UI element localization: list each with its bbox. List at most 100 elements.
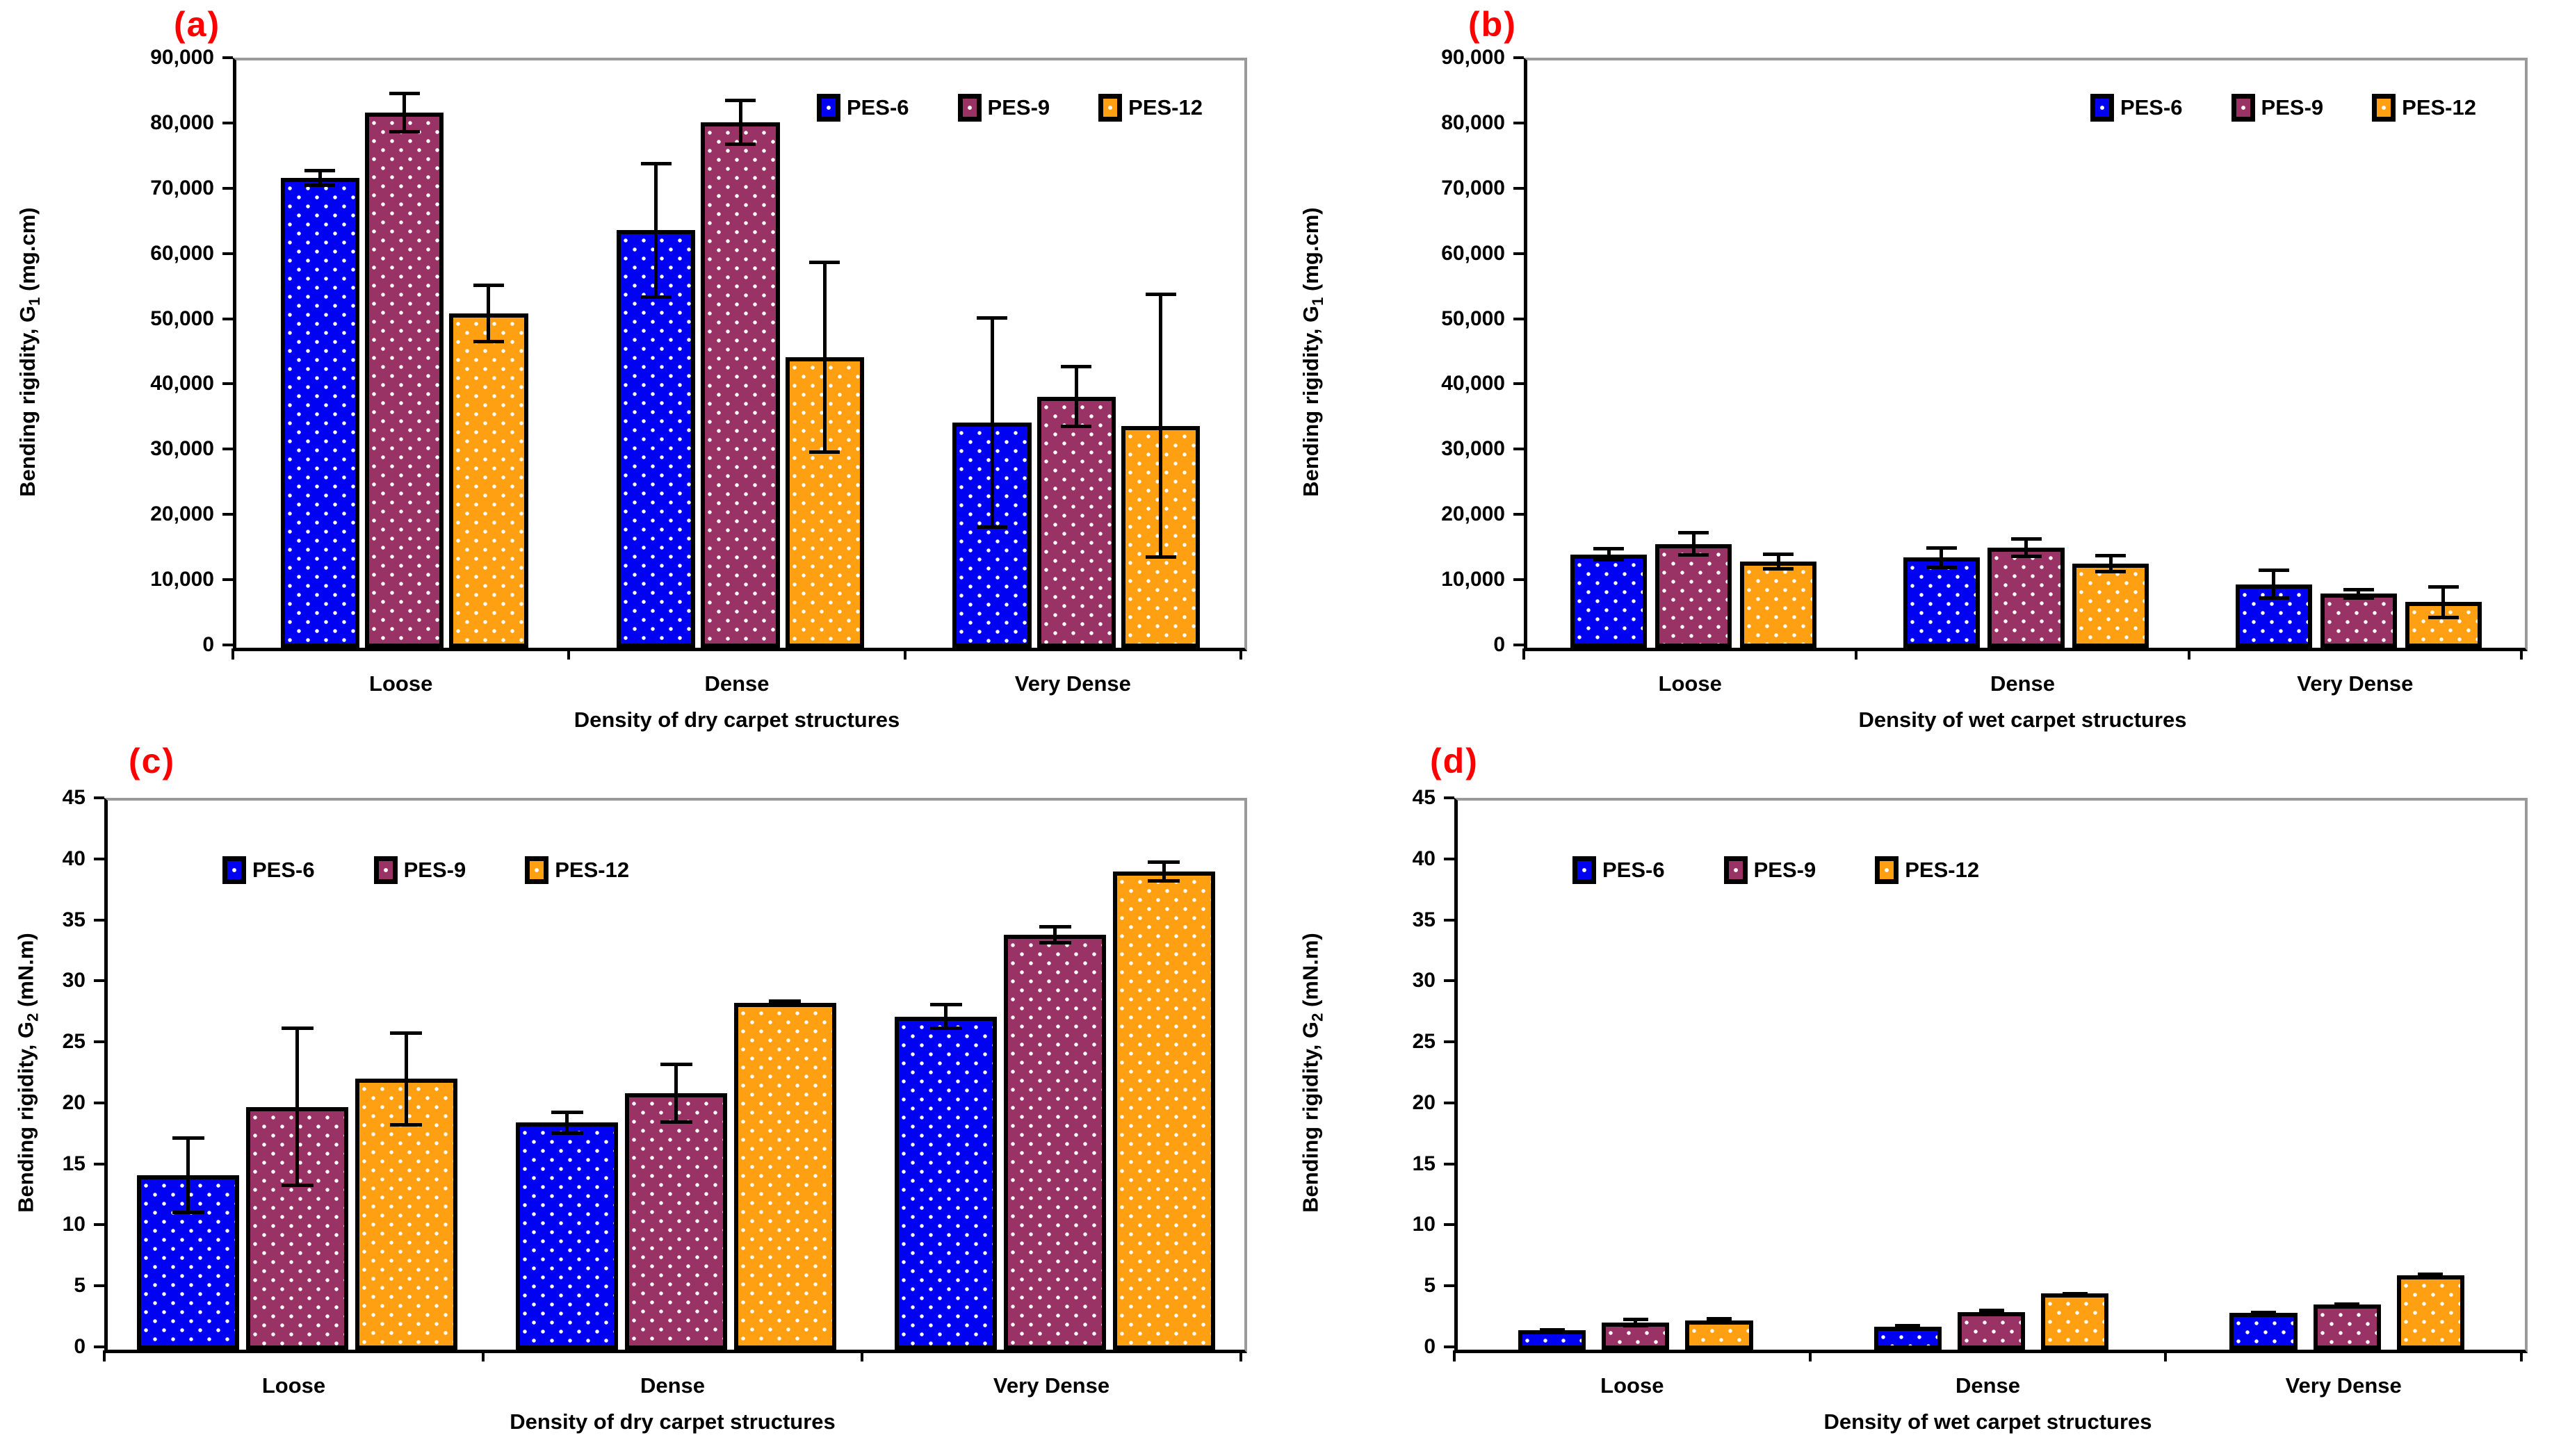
- y-tick-mark: [94, 918, 104, 922]
- error-bar: [1145, 293, 1176, 559]
- legend-label: PES-6: [252, 858, 315, 882]
- legend-item-pes-6: PES-6: [1572, 856, 1665, 884]
- error-bar: [1039, 925, 1071, 945]
- error-bar: [2343, 587, 2374, 600]
- x-category-label: Loose: [261, 1373, 326, 1398]
- y-tick-mark: [222, 513, 233, 516]
- error-bar: [1593, 547, 1625, 562]
- x-tick-mark: [1855, 648, 1858, 660]
- bar-pes-9-very-dense: [2320, 594, 2397, 648]
- panel-label-d: (d): [1430, 742, 1479, 780]
- bar-pes-12-dense: [733, 1003, 837, 1350]
- error-bar-stem: [2428, 1273, 2432, 1278]
- error-bar: [2095, 553, 2127, 574]
- error-bar-stem: [318, 168, 322, 188]
- x-axis-title: Density of dry carpet structures: [510, 1409, 836, 1434]
- legend-label: PES-9: [403, 858, 466, 882]
- x-tick-mark: [1239, 1350, 1242, 1361]
- y-tick-label: 15: [62, 1152, 86, 1175]
- error-bar: [660, 1063, 692, 1124]
- y-tick-mark: [1513, 121, 1524, 124]
- error-bar-stem: [1691, 530, 1696, 557]
- x-axis-title: Density of wet carpet structures: [1823, 1409, 2152, 1434]
- y-tick-label: 25: [1412, 1030, 1436, 1054]
- y-axis-title: Bending rigidity, G2 (mN.m): [1298, 933, 1326, 1213]
- legend-swatch-icon: [1098, 94, 1123, 122]
- y-tick-label: 10: [62, 1213, 86, 1236]
- y-tick-label: 20: [62, 1090, 86, 1114]
- y-tick-label: 50,000: [150, 306, 214, 330]
- legend: PES-6 PES-9 PES-12: [2090, 94, 2476, 122]
- error-bar-stem: [1607, 547, 1611, 562]
- error-bar: [809, 261, 840, 455]
- error-bar-stem: [2272, 569, 2276, 600]
- panel-b: (b) Bending rigidity, G1 (mg.cm) PES-6 PE…: [1280, 0, 2561, 732]
- error-bar: [1763, 552, 1794, 571]
- y-tick-label: 0: [1424, 1335, 1436, 1358]
- bar-pes-9-dense: [624, 1093, 728, 1350]
- bar-pes-9-loose: [364, 113, 444, 648]
- y-tick-mark: [1444, 857, 1454, 860]
- y-tick-mark: [1444, 1040, 1454, 1044]
- y-tick-label: 35: [1412, 908, 1436, 931]
- y-tick-label: 35: [62, 908, 86, 931]
- y-tick-mark: [1444, 1162, 1454, 1165]
- bar-pes-9-very-dense: [1036, 396, 1116, 648]
- error-bar: [1623, 1318, 1648, 1328]
- legend-swatch-icon: [1723, 856, 1748, 884]
- x-tick-mark: [2520, 1350, 2523, 1361]
- legend-item-pes-9: PES-9: [957, 94, 1050, 122]
- y-tick-label: 30,000: [1441, 437, 1505, 461]
- panel-label-c: (c): [129, 742, 176, 780]
- legend-label: PES-9: [2261, 95, 2324, 120]
- error-bar: [1926, 546, 1957, 570]
- panel-label-a: (a): [174, 5, 221, 44]
- error-bar: [304, 168, 336, 188]
- error-bar: [2010, 537, 2042, 559]
- y-tick-mark: [94, 857, 104, 860]
- error-bar: [725, 99, 756, 146]
- error-bar-stem: [1940, 546, 1944, 570]
- y-tick-mark: [222, 317, 233, 320]
- bar-pes-6-very-dense: [894, 1016, 998, 1350]
- x-category-label: Dense: [1955, 1373, 2020, 1398]
- legend-item-pes-6: PES-6: [222, 856, 315, 884]
- x-category-label: Loose: [1658, 671, 1722, 696]
- y-tick-mark: [1513, 513, 1524, 516]
- legend-swatch-icon: [373, 856, 398, 884]
- y-tick-label: 40,000: [150, 372, 214, 395]
- error-bar: [473, 284, 504, 344]
- bar-pes-9-very-dense: [1003, 935, 1107, 1350]
- y-tick-mark: [222, 56, 233, 59]
- y-tick-mark: [94, 1162, 104, 1165]
- y-tick-label: 10,000: [150, 568, 214, 591]
- x-category-label: Dense: [1990, 671, 2056, 696]
- bar-pes-9-loose: [245, 1106, 349, 1350]
- y-tick-mark: [222, 186, 233, 190]
- y-tick-mark: [222, 578, 233, 582]
- y-tick-label: 60,000: [1441, 241, 1505, 265]
- x-category-label: Very Dense: [2285, 1373, 2402, 1398]
- bar-pes-9-dense: [1987, 548, 2065, 648]
- error-bar-stem: [990, 316, 994, 530]
- error-bar: [2428, 584, 2459, 619]
- bar-pes-12-loose: [449, 313, 528, 648]
- legend-label: PES-12: [2402, 95, 2476, 120]
- legend-item-pes-12: PES-12: [2372, 94, 2476, 122]
- legend-label: PES-12: [1128, 95, 1203, 120]
- legend-item-pes-9: PES-9: [2231, 94, 2324, 122]
- y-tick-mark: [1513, 644, 1524, 646]
- error-bar-stem: [2441, 584, 2446, 619]
- panel-c: (c) Bending rigidity, G2 (mN.m) PES-6 PES…: [0, 728, 1280, 1456]
- y-tick-mark: [222, 252, 233, 255]
- error-bar: [1707, 1317, 1732, 1324]
- bar-pes-6-loose: [280, 178, 360, 648]
- error-bar-stem: [2073, 1291, 2077, 1295]
- y-tick-mark: [1513, 448, 1524, 451]
- error-bar: [977, 316, 1008, 530]
- y-tick-mark: [94, 1284, 104, 1288]
- y-tick-label: 80,000: [1441, 111, 1505, 134]
- bar-pes-12-loose: [355, 1079, 458, 1350]
- error-bar: [281, 1026, 314, 1188]
- y-tick-label: 50,000: [1441, 306, 1505, 330]
